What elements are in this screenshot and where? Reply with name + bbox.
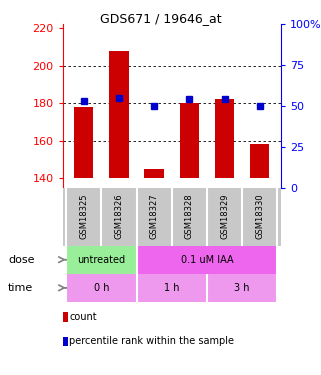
Bar — [250, 144, 269, 178]
Bar — [215, 99, 234, 178]
Text: GSM18330: GSM18330 — [255, 194, 264, 239]
Text: GDS671 / 19646_at: GDS671 / 19646_at — [100, 12, 221, 25]
Text: 3 h: 3 h — [234, 283, 250, 293]
Text: GSM18328: GSM18328 — [185, 194, 194, 239]
Text: count: count — [69, 312, 97, 322]
Text: GSM18326: GSM18326 — [114, 194, 124, 239]
Bar — [109, 51, 129, 178]
FancyBboxPatch shape — [136, 274, 207, 302]
FancyBboxPatch shape — [136, 246, 277, 274]
Text: time: time — [8, 283, 33, 293]
Bar — [180, 103, 199, 178]
Text: percentile rank within the sample: percentile rank within the sample — [69, 336, 234, 346]
Text: 0.1 uM IAA: 0.1 uM IAA — [181, 255, 233, 265]
Text: 0 h: 0 h — [94, 283, 109, 293]
Text: 1 h: 1 h — [164, 283, 179, 293]
Bar — [74, 107, 93, 178]
FancyBboxPatch shape — [66, 246, 136, 274]
Text: GSM18325: GSM18325 — [79, 194, 88, 239]
Bar — [144, 169, 164, 178]
Text: GSM18329: GSM18329 — [220, 194, 229, 239]
FancyBboxPatch shape — [207, 274, 277, 302]
FancyBboxPatch shape — [66, 274, 136, 302]
Text: dose: dose — [8, 255, 35, 265]
Text: untreated: untreated — [77, 255, 126, 265]
Text: GSM18327: GSM18327 — [150, 194, 159, 239]
